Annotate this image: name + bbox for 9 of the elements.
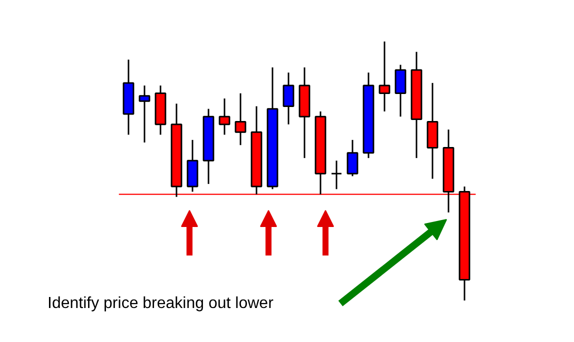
candlestick [330,160,342,190]
annotation: Identify price breaking out lower [48,295,274,312]
candlestick [218,98,230,136]
candlestick [282,72,294,126]
candlestick [346,139,358,177]
candlestick [378,40,390,112]
candlestick [234,92,246,146]
candlestick [394,64,406,118]
candlestick [138,84,150,144]
